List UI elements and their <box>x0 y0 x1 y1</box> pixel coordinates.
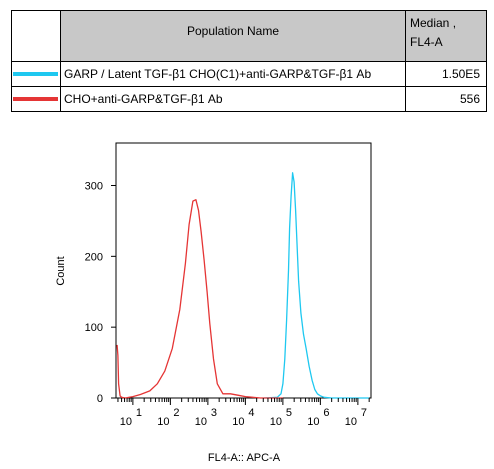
y-tick-label: 100 <box>85 322 103 334</box>
x-axis-title: FL4-A:: APC-A <box>208 452 281 464</box>
legend-swatch-cell <box>11 60 61 87</box>
legend-header-population: Population Name <box>60 10 406 62</box>
x-tick-label-exponent: 6 <box>323 407 329 419</box>
legend-header-median-line2: FL4-A <box>410 35 443 49</box>
plot-frame <box>115 142 372 399</box>
legend-row: CHO+anti-GARP&TGF-β1 Ab 556 <box>11 85 487 113</box>
x-tick-label-exponent: 3 <box>211 407 217 419</box>
legend-median-value: 1.50E5 <box>405 60 487 87</box>
legend-swatch-cell <box>11 85 61 113</box>
y-tick-label: 200 <box>85 251 103 263</box>
legend-row: GARP / Latent TGF-β1 CHO(C1)+anti-GARP&T… <box>11 60 487 87</box>
legend-table: Population Name Median , FL4-A GARP / La… <box>11 10 487 113</box>
legend-header-blank <box>11 10 61 62</box>
x-tick-label-exponent: 7 <box>361 407 367 419</box>
x-tick-label-base: 10 <box>157 416 169 428</box>
x-tick-label-exponent: 2 <box>173 407 179 419</box>
legend-swatch-cyan <box>13 71 58 76</box>
x-tick-label-base: 10 <box>232 416 244 428</box>
legend-median-value: 556 <box>405 85 487 113</box>
x-tick-label-base: 10 <box>195 416 207 428</box>
x-tick-label-exponent: 4 <box>248 407 254 419</box>
series-layer <box>116 172 370 399</box>
y-tick-label: 0 <box>97 393 103 405</box>
legend-population-name: CHO+anti-GARP&TGF-β1 Ab <box>60 85 406 113</box>
series-line-cyan <box>264 172 370 399</box>
legend-header-median: Median , FL4-A <box>405 10 487 62</box>
legend-swatch-red <box>13 96 58 101</box>
x-tick-label-exponent: 5 <box>286 407 292 419</box>
x-tick-label-base: 10 <box>345 416 357 428</box>
x-tick-label-base: 10 <box>120 416 132 428</box>
y-axis: 0 100 200 300 <box>85 181 116 405</box>
x-axis: 10 1 10 2 10 3 10 4 10 5 10 6 10 7 <box>117 398 370 428</box>
series-line-red <box>116 199 283 399</box>
x-tick-label-base: 10 <box>270 416 282 428</box>
y-axis-title: Count <box>55 256 67 285</box>
x-tick-label-exponent: 1 <box>136 407 142 419</box>
legend-header-median-line1: Median , <box>410 16 457 30</box>
y-tick-label: 300 <box>85 181 103 193</box>
x-tick-label-base: 10 <box>307 416 319 428</box>
